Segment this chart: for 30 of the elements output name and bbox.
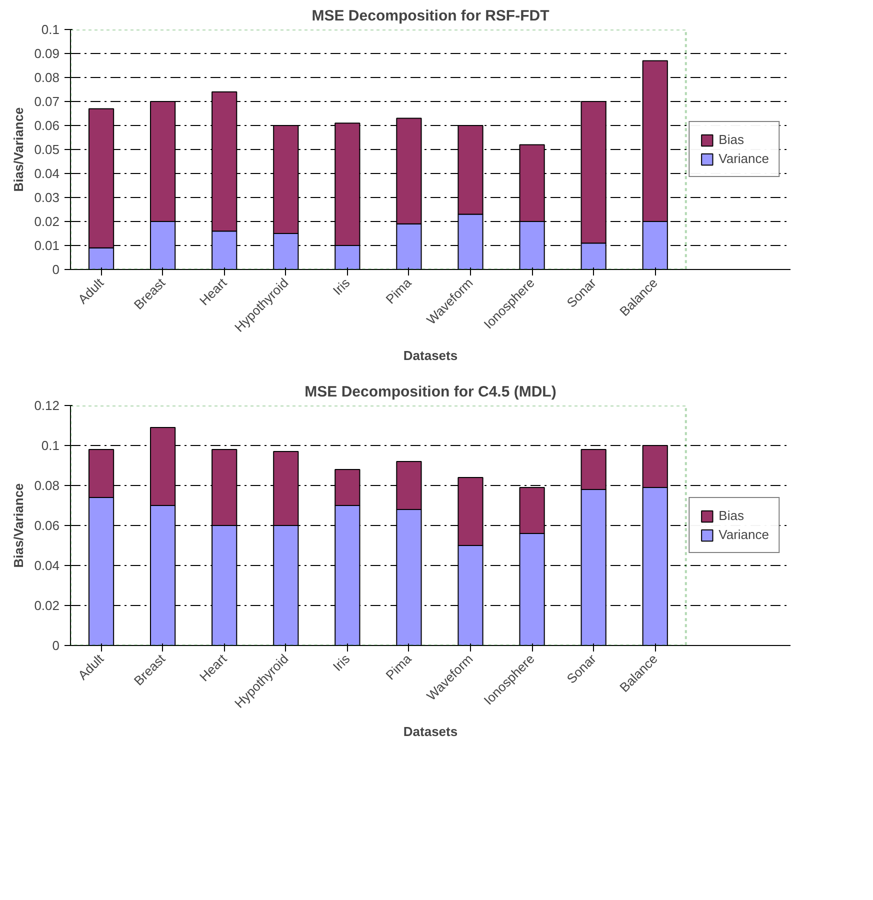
y-tick-label: 0.08 [34,478,60,493]
y-tick-label: 0.03 [34,190,60,205]
y-tick-label: 0.1 [41,22,60,37]
y-tick-label: 0.08 [34,70,60,85]
y-tick-label: 0.12 [34,398,60,413]
y-tick-label: 0.05 [34,142,60,157]
y-tick-label: 0.02 [34,214,60,229]
chart-title: MSE Decomposition for C4.5 (MDL) [304,384,556,400]
y-tick-label: 0.02 [34,598,60,613]
y-axis-title: Bias/Variance [11,483,26,568]
legend-label: Variance [718,527,769,542]
x-axis-title: Datasets [403,348,458,364]
legend-label: Bias [718,508,744,523]
y-tick-label: 0.06 [34,518,60,533]
y-tick-label: 0.06 [34,118,60,133]
y-tick-label: 0 [52,262,60,277]
legend-label: Variance [718,151,769,166]
y-tick-label: 0.09 [34,46,60,61]
x-tick-label: Iris [330,274,354,298]
chart-title: MSE Decomposition for RSF-FDT [312,8,550,24]
y-axis-title: Bias/Variance [11,107,26,192]
y-tick-label: 0.01 [34,238,60,253]
y-tick-label: 0 [52,638,60,653]
x-tick-label: Iris [330,650,354,674]
y-tick-label: 0.1 [41,438,60,453]
x-axis-title: Datasets [403,724,458,740]
legend-label: Bias [718,132,744,147]
y-tick-label: 0.04 [34,558,60,573]
y-tick-label: 0.04 [34,166,60,181]
y-tick-label: 0.07 [34,94,60,109]
